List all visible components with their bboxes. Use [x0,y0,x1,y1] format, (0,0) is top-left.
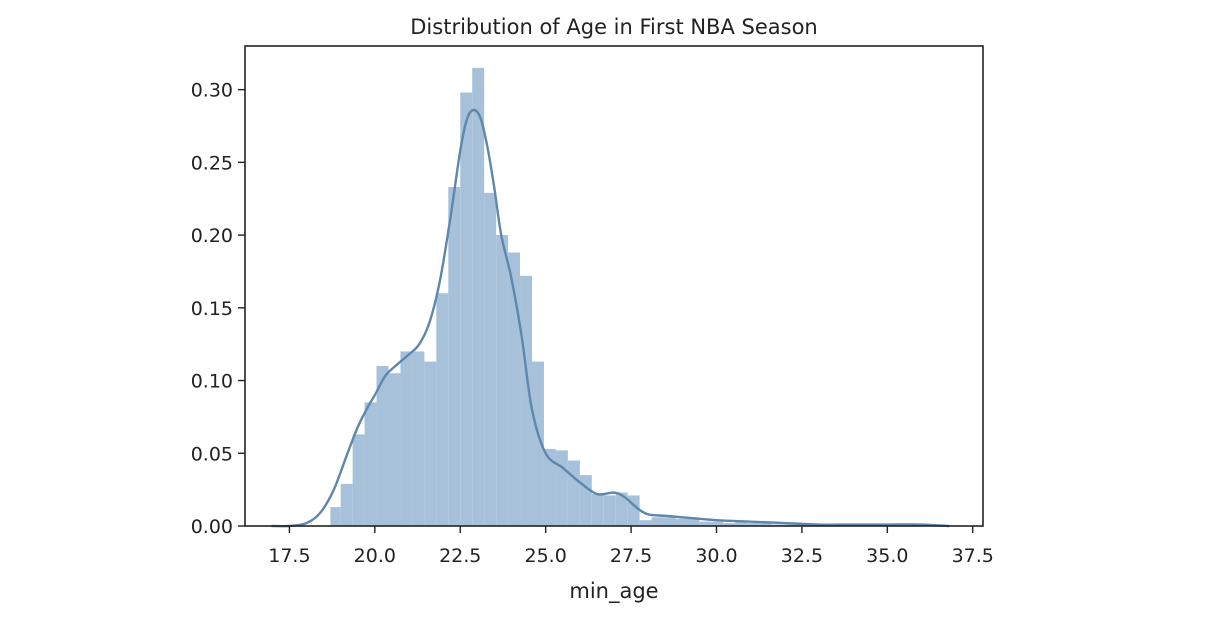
x-tick-label: 25.0 [525,545,567,567]
histogram-bar [579,475,592,526]
histogram-bar [627,495,640,526]
plot-frame [244,45,984,527]
histogram-bar [603,495,616,526]
histogram-bar [484,192,497,526]
histogram-bar [436,293,449,526]
histogram-bar [675,518,688,526]
histogram-bar [759,523,772,526]
x-tick-label: 17.5 [268,545,310,567]
x-tick-label: 20.0 [354,545,396,567]
histogram-bar [508,252,521,527]
y-tick-label: 0.05 [191,443,233,465]
x-tick-label: 32.5 [781,545,823,567]
histogram-bar [699,521,712,526]
histogram-bar [388,373,401,526]
histogram-bar [747,523,760,526]
x-tick-label: 22.5 [439,545,481,567]
histogram-bar [567,460,580,526]
kde-line [271,108,951,528]
histogram-bar [639,520,652,526]
histogram-bar [711,521,724,526]
x-axis-label: min_age [569,579,658,604]
histogram-bar [364,402,377,526]
histogram-bar [723,523,736,526]
histogram-bar [591,494,604,526]
y-tick-label: 0.15 [191,298,233,320]
y-axis-ticks: 0.00 0.05 0.10 0.15 0.20 0.25 0.30 [191,80,245,538]
histogram-bar [400,351,413,526]
kde-curve-group [271,108,951,528]
x-tick-label: 27.5 [610,545,652,567]
y-tick-label: 0.20 [191,225,233,247]
y-tick-label: 0.10 [191,371,233,393]
histogram-bar [340,483,353,526]
histogram-bar [412,351,425,526]
histogram-bar [424,361,437,526]
histogram-bar [555,450,568,526]
histogram-bar [352,434,365,526]
y-tick-label: 0.25 [191,152,233,174]
histogram-bar [496,235,509,526]
histogram-bar [735,521,748,526]
histogram-bar [376,366,389,526]
histogram-bar [543,448,556,526]
x-tick-label: 37.5 [952,545,994,567]
histogram-bar [615,492,628,526]
histogram-bar [651,517,664,526]
histogram-bar [532,361,544,526]
histogram-bar [448,187,461,526]
histogram-bar [330,507,341,526]
x-tick-label: 30.0 [695,545,737,567]
histogram-bars [330,67,908,527]
y-tick-label: 0.00 [191,516,233,538]
chart-title: Distribution of Age in First NBA Season [410,15,817,39]
x-tick-label: 35.0 [866,545,908,567]
histogram-bar [520,275,532,526]
x-axis-ticks: 17.5 20.0 22.5 25.0 27.5 30.0 32.5 35.0 37.5 [268,526,994,567]
histogram-bar [663,517,676,526]
y-tick-label: 0.30 [191,80,233,102]
histogram-bar [472,67,485,526]
histogram-bar [687,518,700,526]
histogram-bar [460,92,473,527]
